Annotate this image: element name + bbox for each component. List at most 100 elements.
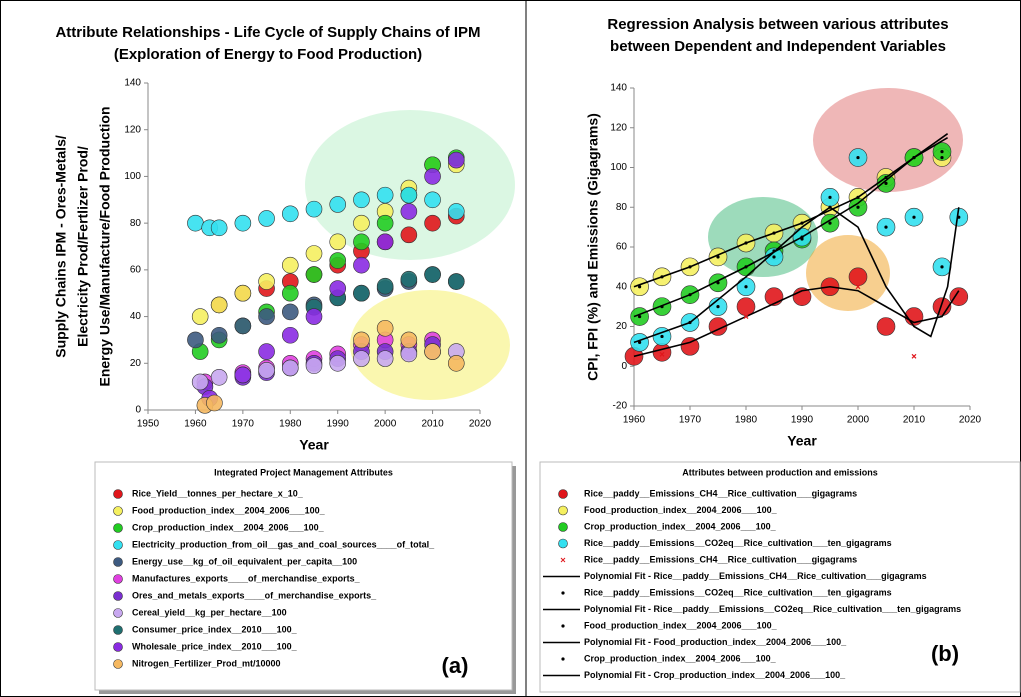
- bubble: [329, 233, 347, 251]
- dot: [716, 255, 720, 259]
- cross: [911, 353, 917, 359]
- legend-title: Attributes between production and emissi…: [682, 467, 878, 477]
- y-tick-label: 60: [130, 264, 142, 275]
- x-tick-label: 2000: [847, 415, 870, 426]
- dot: [660, 275, 664, 279]
- x-tick-label: 1970: [679, 415, 702, 426]
- bubble: [447, 354, 465, 372]
- legend-label: Food_production_index__2004_2006___100_: [584, 505, 778, 515]
- dot: [688, 320, 692, 325]
- x-tick-label: 1990: [327, 419, 350, 430]
- legend-label: Rice_Yield__tonnes_per_hectare_x_10_: [132, 488, 304, 498]
- panel-label: (a): [442, 653, 469, 678]
- bubble: [258, 273, 275, 290]
- legend-marker: [113, 489, 123, 499]
- bubble: [206, 394, 223, 412]
- fit-line: [633, 206, 960, 344]
- y-tick-label: 120: [124, 124, 141, 135]
- cross: [855, 284, 861, 290]
- legend-marker: [558, 489, 568, 499]
- bubble: [187, 214, 204, 232]
- bubble: [400, 345, 418, 363]
- bubble: [329, 354, 347, 372]
- legend-marker: [558, 538, 568, 549]
- dot: [800, 221, 804, 225]
- bubble: [210, 219, 228, 237]
- bubble: [353, 350, 370, 367]
- y-tick-label: 40: [616, 281, 628, 292]
- legend-label: Polynomial Fit - Rice__paddy__Emissions_…: [584, 604, 961, 614]
- x-tick-label: 1950: [137, 419, 160, 430]
- highlight: [806, 235, 890, 311]
- legend-label: Crop_production_index__2004_2006___100_: [584, 653, 777, 663]
- x-tick-label: 2000: [374, 419, 397, 430]
- y-axis-label: Energy Use/Manufacture/Food Production: [97, 106, 113, 386]
- x-tick-label: 2010: [903, 415, 926, 426]
- bubble: [281, 256, 299, 274]
- x-tick-label: 1960: [184, 419, 207, 430]
- bubble: [400, 270, 418, 288]
- dot: [884, 181, 888, 185]
- dot: [940, 150, 944, 154]
- bubble: [305, 357, 323, 374]
- legend-label: Ores_and_metals_exports____of_merchandis…: [132, 590, 377, 600]
- bubble: [424, 343, 441, 360]
- bubble: [353, 191, 370, 209]
- y-tick-label: 140: [124, 78, 141, 89]
- bubble: [353, 233, 370, 251]
- dot: [716, 281, 720, 285]
- legend-marker: [113, 523, 123, 533]
- bubble: [652, 343, 672, 362]
- x-tick-label: 1980: [279, 419, 302, 430]
- x-tick-label: 2020: [469, 419, 492, 430]
- dot: [638, 340, 642, 344]
- bubble: [376, 350, 394, 367]
- legend-label: Food_production_index__2004_2006___100_: [132, 505, 326, 515]
- fit-line: [633, 285, 960, 358]
- bubble: [680, 337, 700, 356]
- bubble: [234, 366, 252, 384]
- legend-label: Manufactures_exports____of_merchandise_e…: [132, 573, 361, 583]
- dot: [884, 225, 888, 229]
- x-tick-label: 1970: [232, 419, 255, 430]
- y-tick-label: 120: [610, 122, 627, 133]
- x-tick-label: 1980: [735, 415, 758, 426]
- legend-label: Electricity_production_from_oil__gas_and…: [132, 539, 435, 549]
- y-tick-label: 80: [616, 202, 628, 213]
- legend-label: Energy_use__kg_of_oil_equivalent_per_cap…: [132, 556, 357, 566]
- x-tick-label: 1960: [623, 415, 646, 426]
- dot: [912, 215, 916, 219]
- bubble: [400, 186, 418, 204]
- dot: [828, 205, 832, 209]
- bubble: [329, 252, 347, 269]
- legend-label: Crop_production_index__2004_2006___100_: [584, 521, 777, 531]
- legend-title: Integrated Project Management Attributes: [214, 467, 393, 477]
- bubble: [305, 308, 323, 325]
- bubble: [329, 196, 347, 213]
- bubble: [400, 331, 418, 349]
- bubble: [234, 214, 252, 232]
- y-tick-label: 20: [616, 321, 628, 332]
- legend-marker: [558, 505, 568, 516]
- legend-label: Rice__paddy__Emissions_CH4__Rice_cultiva…: [584, 554, 857, 564]
- bubble: [305, 266, 323, 283]
- dot: [744, 241, 748, 245]
- bubble: [353, 256, 370, 274]
- legend-marker: [561, 657, 565, 661]
- bubble: [736, 297, 756, 316]
- bubble: [376, 277, 394, 295]
- chart-title: Attribute Relationships - Life Cycle of …: [55, 24, 480, 41]
- y-tick-label: 20: [130, 358, 142, 369]
- x-axis-label: Year: [787, 433, 817, 449]
- dot: [660, 334, 664, 339]
- bubble: [281, 359, 299, 377]
- bubble: [353, 331, 370, 349]
- legend-box: [539, 461, 1021, 693]
- dot: [744, 265, 748, 269]
- legend-label: Crop_production_index__2004_2006___100_: [132, 522, 325, 532]
- legend-marker: [113, 642, 123, 652]
- dot: [688, 293, 692, 297]
- bubble: [258, 210, 275, 227]
- bubble: [281, 303, 299, 321]
